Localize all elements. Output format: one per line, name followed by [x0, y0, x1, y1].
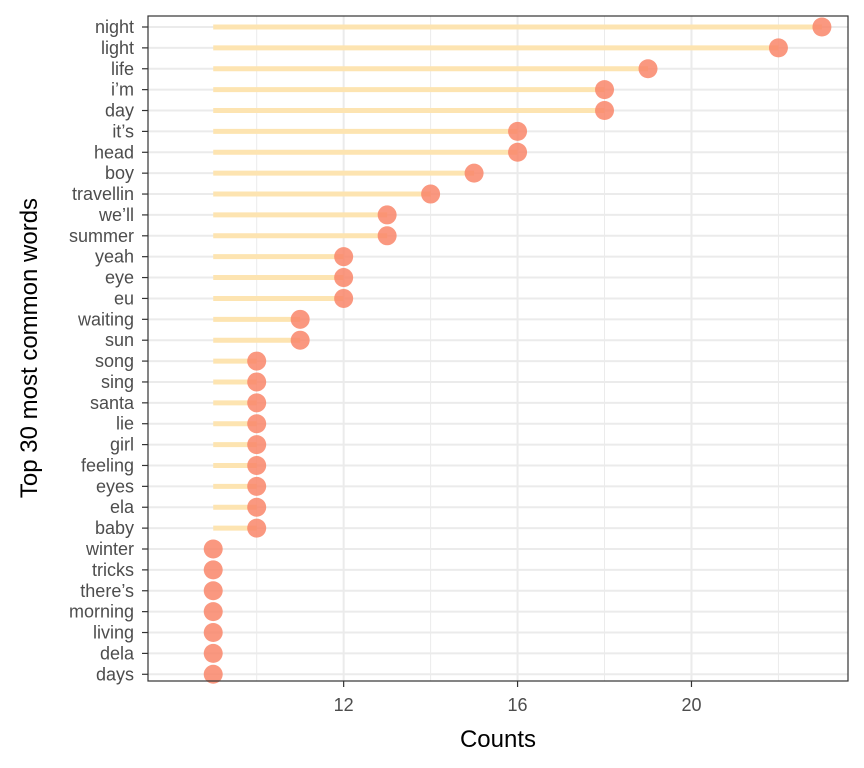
lollipop-point [464, 163, 484, 183]
y-tick-layer: nightlightlifei’mdayit’sheadboytravellin… [69, 17, 148, 684]
y-tick-label: night [95, 17, 134, 37]
lollipop-point [638, 59, 658, 79]
lollipop-point [247, 414, 267, 434]
x-tick-label: 20 [681, 695, 701, 715]
y-tick-label: days [96, 664, 134, 684]
lollipop-point [508, 142, 528, 162]
y-axis-title: Top 30 most common words [16, 198, 43, 498]
lollipop-point [334, 247, 354, 267]
x-axis-title: Counts [460, 726, 536, 753]
lollipop-point [203, 581, 223, 601]
lollipop-point [203, 643, 223, 663]
lollipop-point [247, 497, 267, 517]
lollipop-point [247, 372, 267, 392]
y-tick-label: sing [101, 372, 134, 392]
y-tick-label: i’m [111, 80, 134, 100]
lollipop-point [203, 602, 223, 622]
y-tick-label: we’ll [98, 205, 134, 225]
lollipop-point [595, 80, 615, 100]
lollipop-point [203, 560, 223, 580]
y-tick-label: eye [105, 268, 134, 288]
y-tick-label: boy [105, 163, 134, 183]
lollipop-point [768, 38, 788, 58]
x-tick-label: 16 [508, 695, 528, 715]
lollipop-point [421, 184, 441, 204]
y-tick-label: travellin [72, 184, 134, 204]
lollipop-point [203, 623, 223, 643]
x-tick-layer: 12 16 20 [334, 681, 701, 715]
lollipop-point [247, 476, 267, 496]
lollipop-point [203, 539, 223, 559]
y-tick-label: life [111, 59, 134, 79]
lollipop-point [247, 393, 267, 413]
y-tick-label: song [95, 351, 134, 371]
lollipop-point [334, 268, 354, 288]
lollipop-point [812, 17, 832, 37]
y-tick-label: girl [110, 435, 134, 455]
lollipop-point [247, 518, 267, 538]
lollipop-point [377, 226, 397, 246]
lollipop-point [247, 455, 267, 475]
lollipop-point [247, 435, 267, 455]
y-tick-label: baby [95, 518, 134, 538]
stem-layer [213, 24, 822, 531]
lollipop-point [247, 351, 267, 371]
y-tick-label: santa [90, 393, 135, 413]
y-tick-label: eyes [96, 476, 134, 496]
panel-border [147, 15, 849, 682]
lollipop-point [290, 309, 310, 329]
y-tick-label: dela [100, 643, 135, 663]
y-tick-label: ela [110, 497, 135, 517]
y-tick-label: sun [105, 330, 134, 350]
lollipop-point [595, 101, 615, 121]
y-tick-label: morning [69, 602, 134, 622]
lollipop-point [508, 121, 528, 141]
y-tick-label: head [94, 142, 134, 162]
y-tick-label: waiting [77, 309, 134, 329]
lollipop-point [290, 330, 310, 350]
y-tick-label: winter [85, 539, 134, 559]
y-tick-label: day [105, 101, 134, 121]
point-layer [203, 17, 832, 684]
y-tick-label: it’s [112, 121, 134, 141]
y-tick-label: there’s [80, 581, 134, 601]
grid-layer [148, 16, 848, 681]
y-tick-label: lie [116, 414, 134, 434]
y-tick-label: tricks [92, 560, 134, 580]
x-tick-label: 12 [334, 695, 354, 715]
y-tick-label: yeah [95, 247, 134, 267]
y-tick-label: living [93, 623, 134, 643]
y-tick-label: eu [114, 288, 134, 308]
lollipop-point [334, 288, 354, 308]
lollipop-point [377, 205, 397, 225]
y-tick-label: feeling [81, 455, 134, 475]
y-tick-label: light [101, 38, 134, 58]
y-tick-label: summer [69, 226, 134, 246]
lollipop-point [203, 664, 223, 684]
